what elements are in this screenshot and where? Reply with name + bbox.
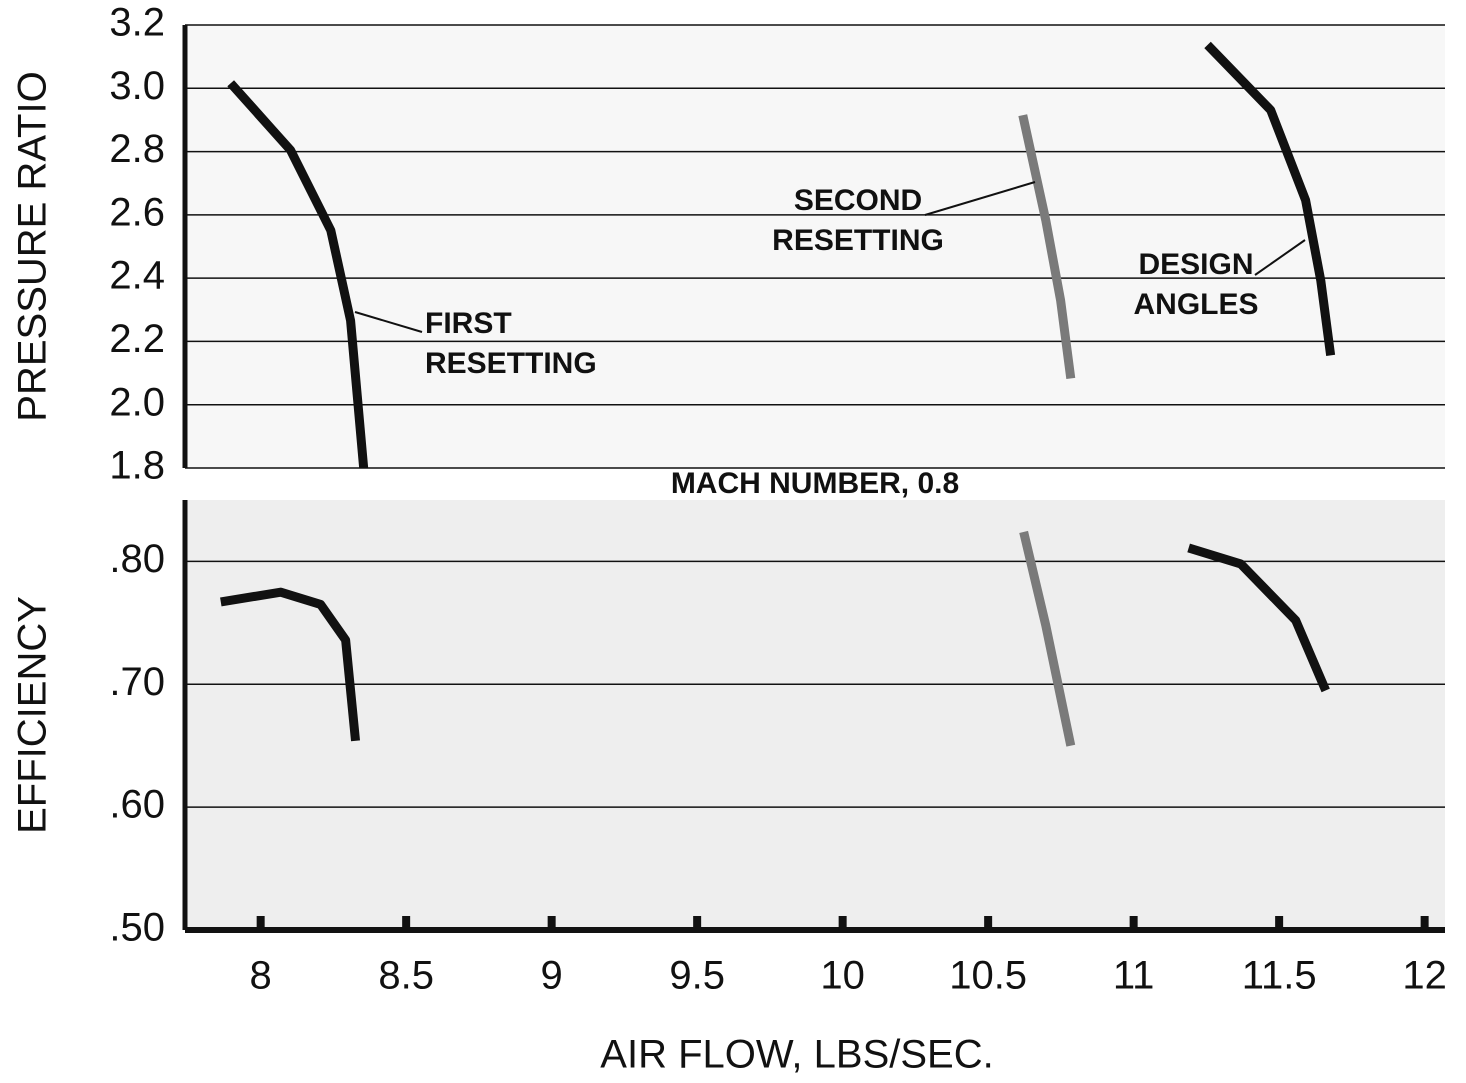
y-axis-label: PRESSURE RATIO xyxy=(11,71,55,421)
y-tick-label: 2.6 xyxy=(109,190,165,234)
y-tick-label: 3.2 xyxy=(109,1,165,45)
series-label: SECOND xyxy=(794,184,922,217)
x-tick xyxy=(1420,916,1429,930)
x-tick-label: 9 xyxy=(541,954,563,998)
y-tick-label: 2.0 xyxy=(109,380,165,424)
line-series xyxy=(220,587,361,742)
x-tick-label: 8 xyxy=(250,954,272,998)
y-tick-label: .80 xyxy=(109,537,165,581)
x-tick xyxy=(1275,916,1284,930)
x-tick-label: 10.5 xyxy=(949,954,1027,998)
y-tick-label: 2.4 xyxy=(109,254,165,298)
y-tick-label: 3.0 xyxy=(109,64,165,108)
leader-line xyxy=(924,181,1036,216)
line-series xyxy=(1018,114,1076,380)
x-tick xyxy=(984,916,993,930)
plot-background xyxy=(185,500,1445,930)
series-label: RESETTING xyxy=(772,224,944,257)
x-tick-label: 9.5 xyxy=(669,954,725,998)
line-series xyxy=(1019,530,1076,747)
y-tick-label: 1.8 xyxy=(109,444,165,488)
line-series xyxy=(227,80,369,469)
line-series xyxy=(1187,543,1330,693)
x-axis-label: AIR FLOW, LBS/SEC. xyxy=(600,1033,993,1077)
y-tick-label: .60 xyxy=(109,783,165,827)
series-label: DESIGN xyxy=(1138,248,1253,281)
series-label: RESETTING xyxy=(425,347,597,380)
x-tick-label: 11 xyxy=(1113,954,1155,998)
y-tick-label: 2.8 xyxy=(109,127,165,171)
y-axis-label: EFFICIENCY xyxy=(11,596,55,834)
line-series xyxy=(1204,41,1336,356)
leader-line xyxy=(1254,239,1306,276)
x-tick-label: 8.5 xyxy=(378,954,434,998)
annotation: MACH NUMBER, 0.8 xyxy=(671,467,959,500)
x-tick xyxy=(256,916,265,930)
x-tick xyxy=(838,916,847,930)
x-tick-label: 10 xyxy=(820,954,865,998)
plot-background xyxy=(185,25,1445,468)
x-tick-label: 11.5 xyxy=(1242,954,1317,998)
x-tick-label: 12 xyxy=(1402,954,1447,998)
y-tick-label: .70 xyxy=(109,660,165,704)
series-label: FIRST xyxy=(425,307,512,340)
x-tick xyxy=(402,916,411,930)
y-tick-label: .50 xyxy=(109,906,165,950)
x-tick xyxy=(1129,916,1138,930)
x-tick xyxy=(547,916,556,930)
leader-line xyxy=(354,311,423,333)
y-tick-label: 2.2 xyxy=(109,317,165,361)
x-tick xyxy=(693,916,702,930)
series-label: ANGLES xyxy=(1133,288,1258,321)
